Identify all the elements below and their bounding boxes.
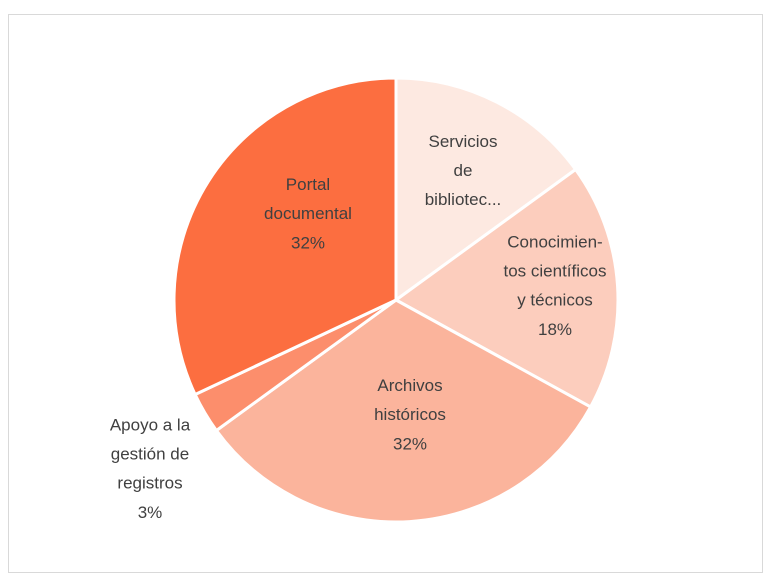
slice-value-label: 32% — [291, 233, 325, 252]
slice-value-label: 32% — [393, 434, 427, 453]
slice-label: Archivos históricos — [374, 376, 446, 424]
slice-label: Apoyo a la gestión de registros — [110, 416, 191, 493]
slice-label: Conocimien-tos científicos y técnicos — [504, 233, 607, 310]
pie-slice — [214, 298, 593, 524]
slice-value-label: 3% — [138, 503, 163, 522]
pie-slice — [172, 76, 398, 397]
slice-value-label: 18% — [538, 320, 572, 339]
slice-label: Servicios de bibliotec... — [425, 132, 502, 209]
slice-label: Portal documental — [264, 175, 352, 223]
pie-slice — [393, 167, 620, 409]
pie-slice — [394, 76, 578, 303]
